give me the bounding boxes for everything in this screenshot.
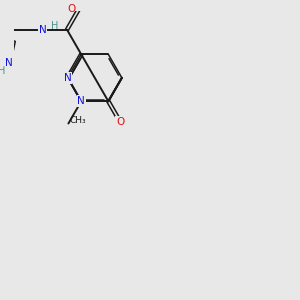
Text: O: O <box>68 4 76 14</box>
Text: N: N <box>39 25 46 35</box>
Text: N: N <box>64 73 72 83</box>
Text: O: O <box>116 117 124 127</box>
Text: N: N <box>77 96 85 106</box>
Text: N: N <box>5 58 13 68</box>
Text: H: H <box>51 21 58 31</box>
Text: H: H <box>0 66 6 76</box>
Text: CH₃: CH₃ <box>70 116 86 124</box>
